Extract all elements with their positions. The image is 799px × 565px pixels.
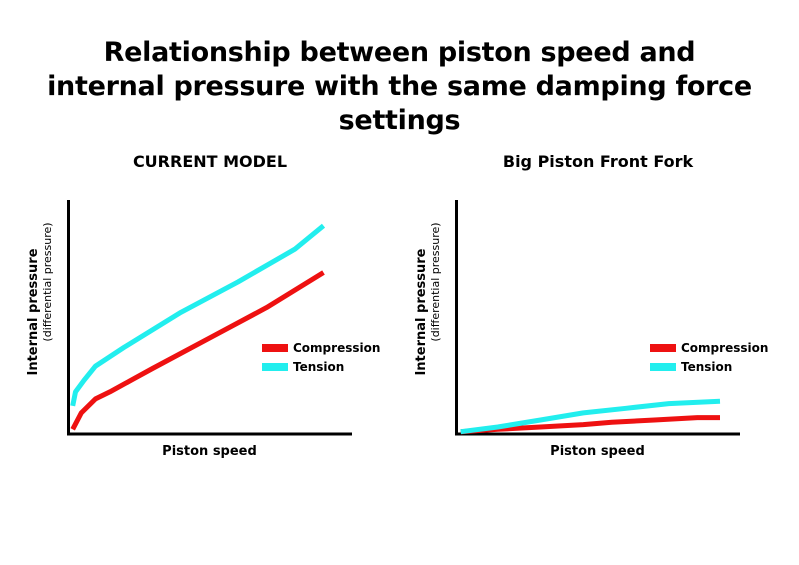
chart2-y-label-sub: (differential pressure)	[429, 222, 442, 341]
chart2-legend-compression-swatch	[650, 344, 676, 352]
chart1-x-label: Piston speed	[162, 444, 257, 459]
chart2-y-label: Internal pressure	[414, 248, 429, 375]
chart1-y-label: Internal pressure	[26, 248, 41, 375]
chart2-legend-compression-label: Compression	[681, 341, 768, 355]
chart1-title: CURRENT MODEL	[133, 152, 287, 171]
chart1-legend-compression-label: Compression	[293, 341, 380, 355]
chart2-x-label: Piston speed	[550, 444, 645, 459]
chart2-legend-tension-swatch	[650, 363, 676, 371]
chart1-compression-line	[70, 270, 325, 431]
main-title-line-1: Relationship between piston speed and	[103, 37, 696, 68]
chart2-compression-line	[460, 415, 720, 435]
chart1-y-label-sub: (differential pressure)	[41, 222, 54, 341]
chart1-legend-compression-swatch	[262, 344, 288, 352]
chart1-legend-tension-swatch	[262, 363, 288, 371]
chart2-title: Big Piston Front Fork	[503, 152, 694, 171]
chart1-legend-tension-label: Tension	[293, 360, 344, 374]
chart1-tension-line	[70, 223, 326, 407]
chart2-tension-line	[460, 398, 721, 435]
chart2-legend-tension-label: Tension	[681, 360, 732, 374]
main-title-line-2: internal pressure with the same damping …	[47, 71, 752, 136]
